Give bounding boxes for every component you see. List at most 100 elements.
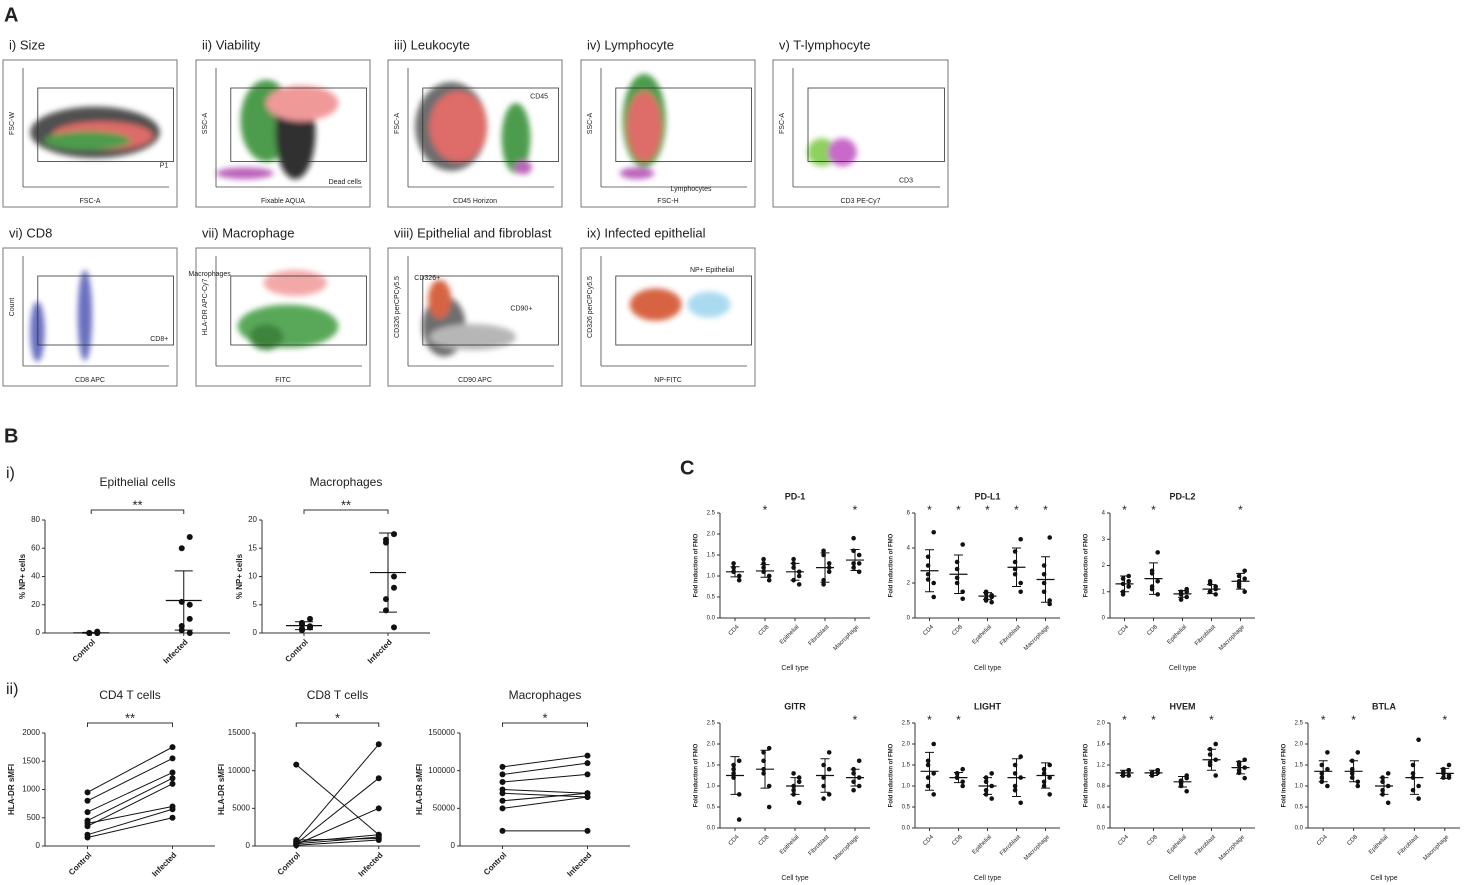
y-tick-label: 0.4 bbox=[1097, 805, 1106, 811]
event-density bbox=[249, 324, 284, 350]
data-point bbox=[499, 805, 506, 812]
plot-frame bbox=[580, 59, 756, 208]
pair-line bbox=[87, 777, 173, 822]
data-point bbox=[1120, 592, 1126, 597]
x-tick-label: Macrophage bbox=[1218, 834, 1246, 862]
x-tick-label: CD4 bbox=[1117, 834, 1130, 847]
significance-star: * bbox=[1238, 503, 1243, 517]
significance-bracket bbox=[303, 509, 389, 514]
x-tick-label: Infected bbox=[565, 850, 593, 878]
x-tick-label: CD4 bbox=[1117, 624, 1130, 637]
data-point bbox=[931, 741, 936, 747]
significance-star: * bbox=[927, 713, 932, 727]
data-point bbox=[821, 796, 826, 801]
data-point bbox=[293, 761, 300, 768]
chart-title: HVEM bbox=[1169, 701, 1195, 711]
y-tick-label: 4 bbox=[1102, 511, 1106, 517]
data-point bbox=[186, 601, 193, 608]
sd-bar bbox=[1012, 547, 1021, 587]
y-tick-label: 1.0 bbox=[1295, 784, 1304, 790]
y-tick-label: 2.5 bbox=[707, 721, 716, 727]
sd-bar bbox=[925, 751, 934, 791]
sd-bar bbox=[1349, 760, 1359, 783]
data-point bbox=[169, 755, 176, 762]
event-density bbox=[501, 103, 531, 174]
data-point bbox=[169, 806, 176, 813]
y-tick-label: 0.0 bbox=[707, 616, 716, 622]
pair-line bbox=[502, 792, 588, 798]
sd-bar bbox=[1149, 769, 1158, 776]
sd-bar bbox=[820, 758, 830, 793]
gate bbox=[37, 87, 174, 162]
y-axis-label: FSC-A bbox=[394, 113, 401, 134]
y-tick-label: 2000 bbox=[22, 728, 40, 737]
event-density bbox=[429, 324, 516, 350]
significance-label: * bbox=[335, 710, 340, 725]
panel-label: C bbox=[680, 457, 694, 479]
y-tick-label: 15 bbox=[248, 543, 257, 552]
gate-label: P1 bbox=[160, 163, 169, 170]
y-axis-label: SSC-A bbox=[587, 112, 594, 134]
data-point bbox=[499, 790, 506, 797]
sd-bar bbox=[379, 532, 397, 613]
x-tick-label: Infected bbox=[162, 637, 190, 665]
data-point bbox=[736, 573, 742, 579]
x-tick-label: Macrophage bbox=[1023, 834, 1051, 862]
significance-star: * bbox=[1014, 503, 1019, 517]
x-tick-label: Fibroblast bbox=[1194, 624, 1217, 647]
y-axis-label: Fold induction of FMO bbox=[694, 533, 700, 597]
significance-star: * bbox=[1351, 713, 1356, 727]
y-axis-label: Fold induction of FMO bbox=[1084, 533, 1090, 597]
sd-bar bbox=[1379, 777, 1389, 795]
y-axis-label: CD326 perCPCy5.5 bbox=[394, 276, 401, 338]
significance-star: * bbox=[853, 713, 858, 727]
y-axis-label: % NP+ cells bbox=[235, 553, 244, 599]
y-tick-label: 0.0 bbox=[1097, 826, 1106, 832]
data-point bbox=[584, 771, 591, 778]
gate bbox=[807, 87, 945, 162]
y-tick-label: 1.5 bbox=[1295, 763, 1304, 769]
pair-line bbox=[87, 783, 173, 827]
y-tick-label: 0.0 bbox=[1295, 826, 1304, 832]
event-cloud bbox=[216, 79, 339, 180]
data-point bbox=[1018, 754, 1023, 759]
data-point bbox=[796, 800, 802, 806]
y-axis-label: CD326 perCPCy5.5 bbox=[587, 276, 594, 338]
data-point bbox=[391, 584, 397, 591]
data-point bbox=[1325, 766, 1330, 772]
significance-star: * bbox=[985, 503, 990, 517]
data-point bbox=[169, 775, 176, 782]
data-point bbox=[989, 771, 994, 776]
data-point bbox=[826, 766, 832, 772]
significance-star: * bbox=[1321, 713, 1326, 727]
data-point bbox=[499, 763, 506, 770]
pair-line bbox=[502, 796, 588, 809]
data-point bbox=[1416, 737, 1421, 743]
gate bbox=[230, 275, 367, 346]
y-tick-label: 15000 bbox=[228, 728, 251, 737]
chart-title: GITR bbox=[784, 701, 806, 711]
data-point bbox=[1047, 762, 1052, 768]
y-tick-label: 0.5 bbox=[1295, 805, 1304, 811]
y-tick-label: 2.0 bbox=[707, 742, 716, 748]
x-tick-label: Infected bbox=[366, 637, 394, 665]
x-axis-label: Fixable AQUA bbox=[261, 198, 305, 205]
event-cloud bbox=[422, 279, 516, 357]
data-point bbox=[169, 769, 176, 776]
data-point bbox=[826, 750, 832, 755]
y-tick-label: 2.0 bbox=[707, 532, 716, 538]
pair-line bbox=[295, 764, 380, 836]
y-axis-label: HLA-DR sMFI bbox=[415, 764, 424, 815]
data-point bbox=[960, 783, 965, 789]
x-axis-label: NP-FITC bbox=[654, 377, 682, 384]
data-point bbox=[736, 577, 742, 583]
x-axis-label: CD8 APC bbox=[75, 377, 105, 384]
y-tick-label: 3 bbox=[1102, 537, 1106, 543]
event-density bbox=[263, 270, 327, 296]
x-tick-label: Macrophage bbox=[1218, 624, 1246, 652]
significance-star: * bbox=[956, 713, 961, 727]
significance-star: * bbox=[927, 503, 932, 517]
data-point bbox=[856, 561, 862, 566]
event-density bbox=[687, 291, 731, 318]
y-tick-label: 2.5 bbox=[902, 721, 911, 727]
